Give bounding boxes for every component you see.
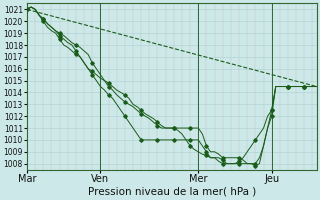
X-axis label: Pression niveau de la mer( hPa ): Pression niveau de la mer( hPa ) <box>88 187 256 197</box>
